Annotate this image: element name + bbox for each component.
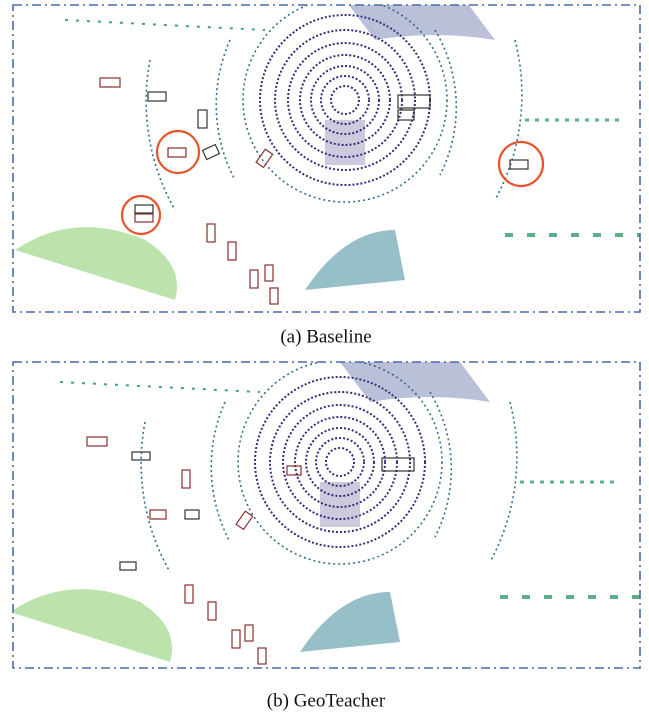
caption: (a) Baseline xyxy=(280,326,371,347)
caption: (b) GeoTeacher xyxy=(267,690,386,711)
baseline-scene xyxy=(15,0,645,304)
geoteacher-scene xyxy=(10,352,640,664)
figure: (a) Baseline (b) GeoTeacher xyxy=(0,0,649,713)
